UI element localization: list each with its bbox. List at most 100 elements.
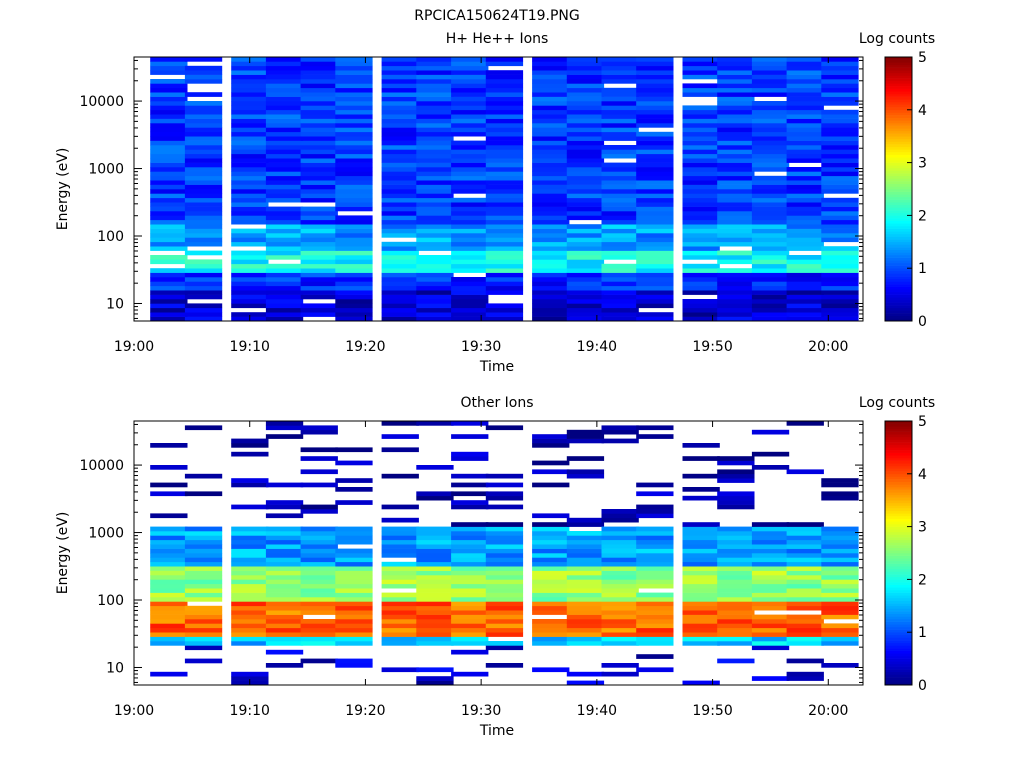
colorbar-segment: [885, 576, 912, 580]
heatmap-cells: [150, 421, 859, 686]
heatmap-cell: [381, 246, 419, 251]
heatmap-cell: [451, 294, 489, 300]
heatmap-cell: [786, 469, 824, 475]
heatmap-cell: [532, 162, 570, 168]
heatmap-cell: [451, 263, 489, 269]
colorbar-segment: [885, 545, 912, 549]
heatmap-cell: [532, 619, 570, 624]
heatmap-cell: [636, 202, 674, 207]
heatmap-cell: [485, 592, 524, 598]
heatmap-cell: [636, 153, 674, 159]
heatmap-cell: [636, 575, 674, 580]
heatmap-cell: [265, 211, 304, 216]
heatmap-cell: [682, 255, 720, 260]
heatmap-cell: [532, 158, 570, 163]
heatmap-cell: [381, 601, 419, 607]
heatmap-cell: [601, 610, 639, 615]
heatmap-cell: [682, 228, 720, 234]
heatmap-cell: [485, 663, 524, 668]
colorbar-segment: [885, 582, 912, 585]
heatmap-cell: [150, 544, 188, 549]
heatmap-cell: [682, 592, 720, 598]
heatmap-cell: [451, 632, 489, 637]
heatmap-cell: [300, 579, 338, 585]
heatmap-cell: [717, 605, 755, 611]
heatmap-cell: [636, 149, 674, 155]
heatmap-cell: [532, 118, 570, 124]
heatmap-cell: [821, 495, 859, 501]
heatmap-cell: [566, 671, 605, 677]
heatmap-cell: [416, 79, 454, 84]
heatmap-cell: [717, 614, 755, 620]
y-tick-label: 1000: [88, 162, 124, 178]
heatmap-cell: [416, 561, 454, 567]
heatmap-cell: [821, 114, 859, 119]
heatmap-cell: [231, 140, 269, 146]
heatmap-cell: [184, 277, 223, 282]
heatmap-cell: [150, 127, 188, 133]
heatmap-cell: [150, 83, 188, 89]
heatmap-cell: [485, 180, 524, 185]
colorbar-segment: [885, 457, 912, 461]
heatmap-cell: [150, 219, 188, 225]
heatmap-cell: [184, 79, 223, 84]
colorbar-segment: [885, 481, 912, 485]
heatmap-cell: [451, 259, 489, 265]
heatmap-cell: [150, 131, 188, 137]
heatmap-cell: [636, 109, 674, 115]
heatmap-cell: [381, 641, 419, 646]
heatmap-cell: [231, 65, 269, 71]
heatmap-cell: [751, 557, 790, 563]
colorbar-segment: [885, 661, 912, 665]
heatmap-cell: [451, 184, 489, 190]
heatmap-cell: [636, 105, 674, 111]
colorbar-segment: [885, 508, 912, 512]
heatmap-cell: [231, 579, 269, 585]
heatmap-cell: [184, 636, 223, 642]
heatmap-cell: [300, 272, 338, 278]
heatmap-cell: [751, 307, 790, 313]
heatmap-cell: [821, 641, 859, 646]
heatmap-cell: [335, 553, 373, 558]
heatmap-cell: [532, 601, 570, 607]
heatmap-cell: [821, 570, 859, 576]
colorbar-segment: [885, 479, 912, 483]
y-tick-label: 10: [106, 296, 124, 312]
heatmap-cell: [184, 250, 223, 256]
heatmap-cell: [751, 224, 790, 229]
heatmap-cell: [335, 61, 373, 67]
heatmap-cell: [335, 215, 373, 221]
heatmap-cell: [416, 175, 454, 181]
heatmap-cell: [300, 228, 338, 234]
colorbar-segment: [885, 648, 912, 651]
heatmap-cell: [786, 605, 824, 611]
heatmap-cell: [150, 136, 188, 141]
heatmap-cell: [335, 619, 373, 624]
heatmap-cell: [636, 250, 674, 256]
heatmap-cell: [265, 193, 304, 199]
heatmap-cell: [601, 272, 639, 278]
heatmap-cell: [184, 219, 223, 225]
heatmap-cell: [485, 307, 524, 313]
heatmap-cell: [231, 211, 269, 216]
heatmap-cell: [300, 237, 338, 243]
heatmap-cell: [381, 623, 419, 629]
heatmap-cell: [717, 316, 755, 322]
heatmap-cell: [451, 579, 489, 585]
heatmap-cell: [717, 504, 755, 510]
heatmap-cell: [184, 180, 223, 185]
heatmap-cell: [717, 118, 755, 124]
heatmap-cell: [335, 57, 373, 62]
heatmap-cell: [265, 197, 304, 203]
heatmap-cell: [636, 158, 674, 163]
heatmap-cell: [416, 583, 454, 589]
heatmap-cell: [451, 649, 489, 655]
heatmap-cell: [821, 259, 859, 265]
heatmap-cell: [717, 211, 755, 216]
heatmap-cell: [485, 544, 524, 549]
heatmap-cell: [184, 570, 223, 576]
heatmap-cell: [150, 539, 188, 545]
heatmap-cell: [231, 570, 269, 576]
heatmap-cell: [265, 96, 304, 102]
heatmap-cell: [821, 87, 859, 93]
